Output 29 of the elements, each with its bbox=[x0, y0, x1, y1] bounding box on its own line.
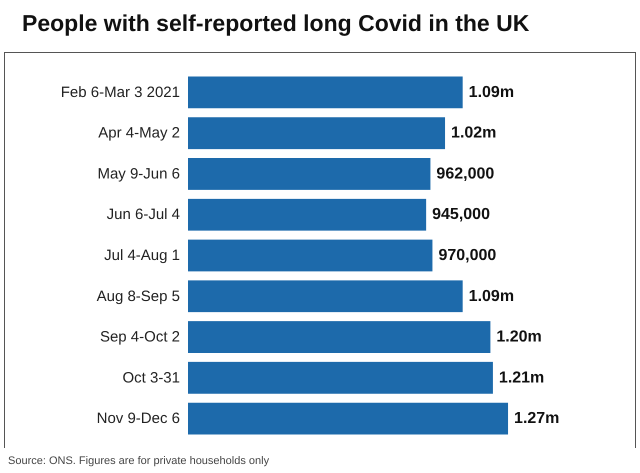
bar bbox=[188, 280, 463, 312]
data-label: 1.21m bbox=[498, 369, 544, 386]
y-tick-label: Nov 9-Dec 6 bbox=[96, 410, 180, 428]
data-label: 1.09m bbox=[468, 84, 514, 101]
bar bbox=[188, 117, 446, 150]
y-tick-label: Sep 4-Oct 2 bbox=[100, 328, 180, 346]
data-label: 945,000 bbox=[432, 206, 490, 224]
y-tick-label: Jul 4-Aug 1 bbox=[104, 247, 180, 264]
data-label: 970,000 bbox=[438, 247, 496, 264]
y-tick-label: May 9-Jun 6 bbox=[97, 165, 180, 182]
y-tick-label: Feb 6-Mar 3 2021 bbox=[60, 84, 180, 101]
bar bbox=[188, 76, 463, 108]
y-tick-label: Jun 6-Jul 4 bbox=[106, 206, 180, 224]
bar bbox=[188, 240, 432, 272]
y-tick-label: Apr 4-May 2 bbox=[98, 124, 180, 142]
y-tick-label: Oct 3-31 bbox=[122, 369, 180, 386]
data-label: 1.20m bbox=[496, 328, 542, 346]
source-note: Source: ONS. Figures are for private households only bbox=[8, 455, 270, 467]
data-label: 962,000 bbox=[436, 165, 494, 182]
data-label: 1.27m bbox=[514, 410, 560, 428]
y-tick-label: Aug 8-Sep 5 bbox=[96, 288, 180, 305]
bar bbox=[188, 362, 493, 394]
bar bbox=[188, 402, 508, 435]
data-label: 1.09m bbox=[468, 288, 514, 305]
data-label: 1.02m bbox=[451, 124, 496, 142]
bar bbox=[188, 198, 426, 231]
bar bbox=[188, 321, 490, 353]
chart-title: People with self-reported long Covid in the UK bbox=[22, 10, 530, 37]
bar bbox=[188, 158, 430, 190]
